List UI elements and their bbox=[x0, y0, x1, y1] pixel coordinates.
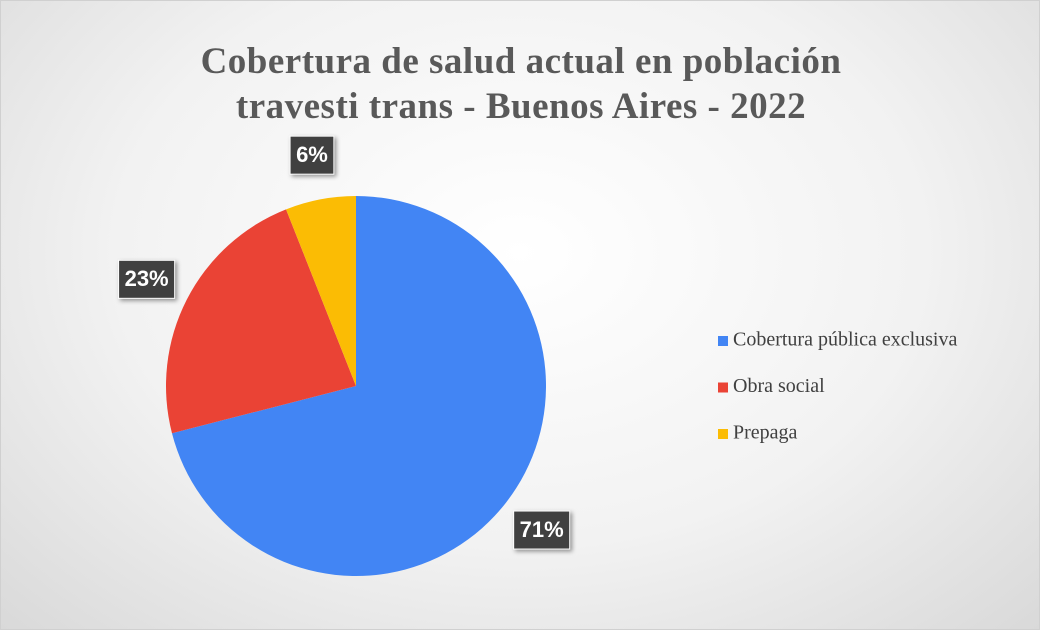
legend-swatch bbox=[718, 336, 728, 346]
data-label: 6% bbox=[289, 135, 335, 175]
legend-label: Prepaga bbox=[733, 422, 798, 444]
data-label-box bbox=[289, 135, 335, 175]
data-label-text: 23% bbox=[125, 266, 169, 291]
data-label: 23% bbox=[118, 259, 176, 299]
legend-label: Cobertura pública exclusiva bbox=[733, 329, 957, 351]
pie-slice bbox=[286, 196, 356, 386]
legend-swatch bbox=[718, 382, 728, 393]
legend-swatch bbox=[718, 429, 728, 439]
data-label-box bbox=[118, 259, 176, 299]
data-label: 71% bbox=[513, 510, 571, 550]
chart-title: Cobertura de salud actual en población t… bbox=[200, 41, 842, 127]
pie-slice bbox=[165, 209, 356, 434]
data-label-box bbox=[513, 510, 571, 550]
pie-slice bbox=[171, 196, 546, 576]
data-label-text: 71% bbox=[520, 517, 564, 542]
legend-label: Obra social bbox=[733, 375, 825, 397]
data-label-text: 6% bbox=[296, 142, 328, 167]
